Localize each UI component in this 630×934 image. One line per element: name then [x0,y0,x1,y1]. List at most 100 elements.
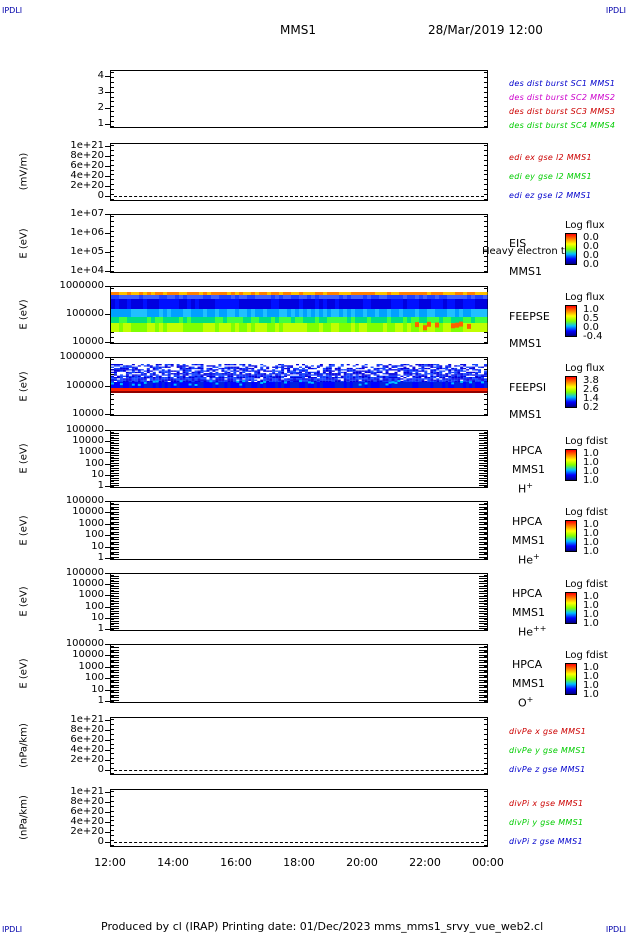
spectrogram-cell [451,317,456,323]
minor-tick [110,548,114,549]
spectrogram-cell [143,365,147,367]
spectrogram-cell [307,323,312,332]
spectrogram-cell [391,379,395,381]
spectrogram-cell [122,375,126,377]
spectrogram-cell [484,371,487,374]
spectrogram-cell [119,380,123,383]
spectrogram-cell [188,378,192,380]
spectrogram-cell [388,382,393,388]
spectrogram-cell [233,377,237,379]
spectrogram-cell [307,309,312,317]
minor-tick [484,126,488,127]
minor-tick [479,452,488,454]
spectrogram-cell [185,382,190,388]
spectrogram-cell [415,292,420,295]
y-tick-mark [105,486,110,487]
spectrogram-cell [159,292,164,295]
y-tick-mark [105,822,110,823]
spectrogram-cell [467,295,472,299]
minor-tick [110,594,114,596]
spectrogram-cell [459,292,464,295]
spectrogram-cell [358,388,363,391]
spectrogram-cell [215,292,220,295]
spectrogram-cell [155,366,159,368]
spectrogram-cell [271,295,276,299]
spectrogram-cell [293,367,297,370]
spectrogram-cell [287,380,291,383]
minor-tick [110,194,114,196]
minor-tick [110,508,114,509]
spectrogram-cell [239,317,244,323]
spectrogram-cell [131,295,136,299]
legend-item: divPe z gse MMS1 [509,765,586,774]
spectrogram-cell [478,382,482,388]
spectrogram-cell [313,380,317,383]
panel-hpca_h [110,430,488,488]
spectrogram-cell [388,364,392,366]
spectrogram-cell [319,292,324,295]
spectrogram-cell [412,380,416,383]
spectrogram-cell [299,373,302,375]
spectrogram-cell [131,323,136,332]
spectrogram-cell [131,309,136,317]
minor-tick [479,672,488,674]
minor-tick [484,432,488,433]
minor-tick [479,613,488,615]
minor-tick [484,266,488,267]
spectrogram-cell [146,375,150,377]
spectrogram-cell [239,375,243,377]
spectrogram-cell [239,378,243,380]
spectrogram-cell [143,375,147,377]
spectrogram-cell [219,323,224,332]
spectrogram-cell [230,378,234,380]
spectrogram-cell [137,374,141,376]
spectrogram-cell [143,388,148,391]
spectrogram-cell [403,391,407,393]
spectrogram-cell [395,317,400,323]
spectrogram-cell [451,309,456,317]
minor-tick [479,662,488,664]
spectrogram-cell [209,378,213,380]
minor-tick [110,337,114,339]
minor-tick [484,773,488,774]
colorbar-tick: 1.0 [583,591,599,602]
spectrogram-cell [149,374,153,376]
spectrogram-cell [257,382,261,388]
spectrogram-cell [227,377,231,379]
y-tick-mark [105,655,110,657]
spectrogram-cell [255,309,260,317]
spectrogram-cell [442,367,446,370]
spectrogram-cell [176,371,180,374]
spectrogram-cell [355,309,360,317]
y-tick-mark [105,176,110,177]
spectrogram-cell [170,365,174,367]
spectrogram-cell [231,323,236,332]
minor-tick [484,768,488,770]
spectrogram-cell [263,374,267,376]
spectrogram-cell [123,317,128,323]
spectrogram-cell [323,317,328,323]
spectrogram-cell [337,373,341,375]
spectrogram-cell [301,391,306,393]
legend-item: divPi x gse MMS1 [509,799,584,808]
spectrogram-cell [131,292,136,295]
spectrogram-cell [167,378,171,380]
spectrogram-cell [307,292,312,295]
spectrogram-cell [194,391,199,393]
spectrogram-cell [128,379,132,381]
y-tick-label: 100000 [65,379,104,391]
minor-tick [110,374,114,375]
spectrogram-cell [254,375,258,377]
minor-tick [110,359,114,360]
spectrogram-cell [397,391,401,393]
spectrogram-cell [303,309,308,317]
spectrogram-cell [454,382,458,388]
spectrogram-cell [278,382,282,388]
spectrogram-cell [215,373,219,375]
spectrogram-cell [167,309,172,317]
minor-tick [110,603,119,605]
spectrogram-cell [430,374,434,376]
spectrogram-cell [391,375,395,377]
spectrogram-cell [227,369,231,371]
spectrogram-cell [375,317,380,323]
